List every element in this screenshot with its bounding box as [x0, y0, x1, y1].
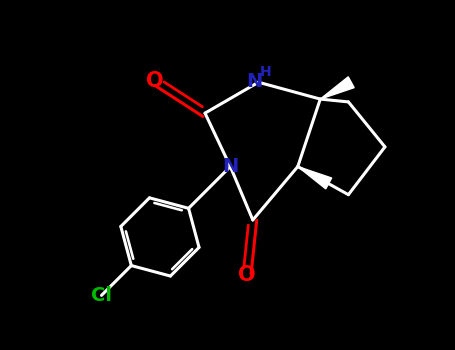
- Polygon shape: [320, 77, 354, 99]
- Text: O: O: [146, 71, 163, 91]
- Text: H: H: [260, 65, 272, 79]
- Text: O: O: [238, 265, 256, 285]
- Text: N: N: [222, 157, 238, 176]
- Text: N: N: [246, 72, 262, 91]
- Polygon shape: [298, 167, 332, 189]
- Text: Cl: Cl: [91, 286, 112, 305]
